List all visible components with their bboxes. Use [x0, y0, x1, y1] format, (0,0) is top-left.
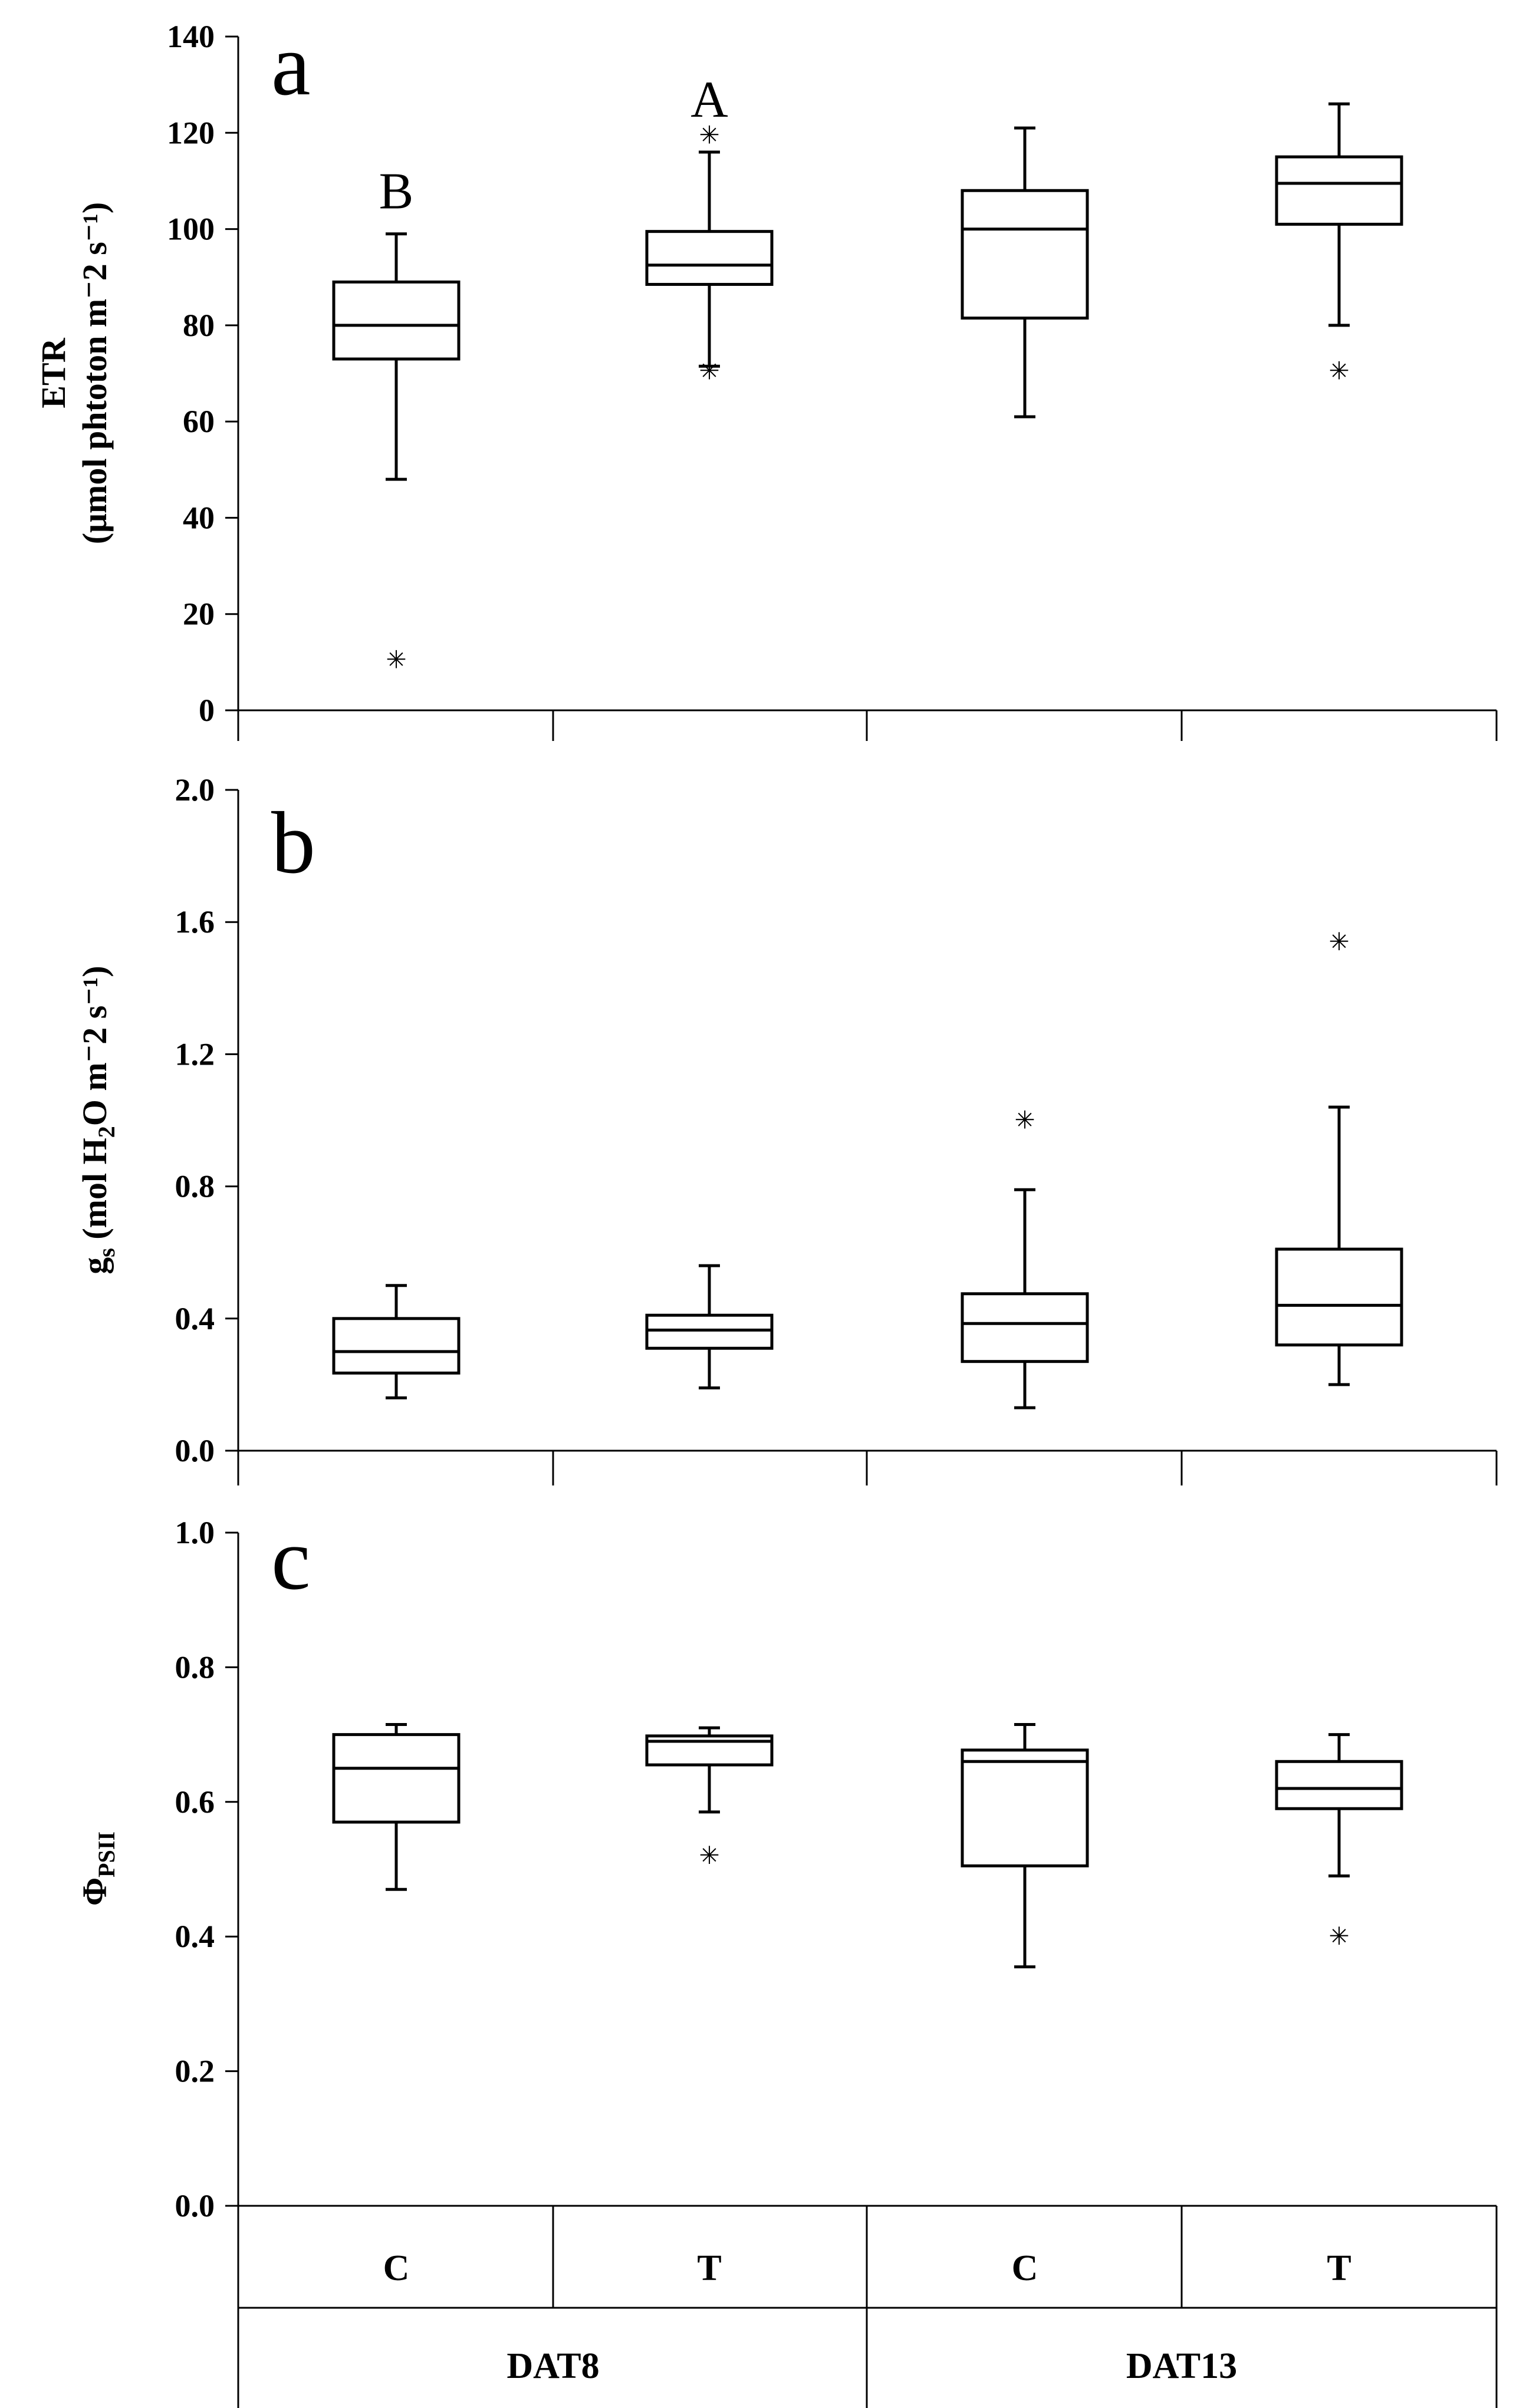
group-label-dat8: DAT8 — [507, 2346, 599, 2386]
box-dat13-c: ✳ — [961, 1106, 1089, 1409]
box-iqr — [1275, 155, 1403, 226]
outlier-point: ✳ — [1328, 927, 1349, 956]
box-dat8-t — [645, 1264, 774, 1390]
box-iqr — [961, 1748, 1089, 1867]
box-iqr — [332, 1317, 461, 1375]
box-iqr — [645, 1313, 774, 1350]
category-label: T — [1327, 2248, 1351, 2288]
outlier-point: ✳ — [386, 645, 406, 674]
y-tick-label: 20 — [183, 597, 215, 632]
outlier-point: ✳ — [699, 120, 719, 149]
box-iqr — [645, 230, 774, 286]
box-iqr — [961, 1292, 1089, 1363]
box-iqr — [332, 1733, 461, 1824]
box-dat8-c: ✳B — [332, 163, 461, 674]
y-tick-label: 0.4 — [175, 1919, 215, 1954]
y-tick-label: 80 — [183, 308, 215, 343]
significance-letter: A — [690, 71, 728, 129]
panel-label: c — [271, 1510, 311, 1608]
category-label: C — [1012, 2248, 1038, 2288]
y-axis-title-units: (μmol phtoton m⁻2 s⁻¹) — [75, 202, 114, 544]
panel-c: 0.0 0.2 0.4 0.6 0.8 1.0 c ΦPSII ✳ ✳ — [75, 1510, 1497, 2223]
panel-label: a — [271, 16, 311, 114]
outlier-point: ✳ — [1328, 356, 1349, 385]
y-tick-label: 0 — [199, 693, 215, 728]
y-tick-label: 2.0 — [175, 772, 215, 808]
box-dat13-c — [961, 126, 1089, 419]
y-axis-title: ΦPSII — [75, 1831, 120, 1906]
box-dat8-c — [332, 1722, 461, 1891]
significance-letter: B — [379, 163, 414, 220]
box-dat13-c — [961, 1722, 1089, 1969]
outlier-point: ✳ — [1328, 1922, 1349, 1951]
group-label-dat13: DAT13 — [1126, 2346, 1237, 2386]
outlier-point: ✳ — [699, 1841, 719, 1870]
box-dat13-t: ✳ — [1275, 1733, 1403, 1951]
panel-b: 0.0 0.4 0.8 1.2 1.6 2.0 b gs (mol H2O m⁻2 s⁻¹) ✳… — [75, 772, 1498, 1485]
panel-label: b — [271, 794, 315, 892]
y-tick-label: 40 — [183, 500, 215, 535]
y-tick-label: 60 — [183, 404, 215, 439]
y-tick-label: 100 — [167, 212, 215, 247]
y-tick-label: 120 — [167, 115, 215, 150]
box-dat8-c — [332, 1284, 461, 1399]
y-tick-label: 0.8 — [175, 1169, 215, 1204]
box-dat13-t: ✳ — [1275, 927, 1403, 1386]
box-iqr — [332, 280, 461, 361]
y-tick-label: 140 — [167, 19, 215, 54]
y-tick-label: 0.6 — [175, 1784, 215, 1820]
x-category-labels: C T C T DAT8 DAT13 — [383, 2248, 1351, 2386]
y-axis-title: gs (mol H2O m⁻2 s⁻¹) — [75, 966, 120, 1274]
category-label: T — [697, 2248, 721, 2288]
box-dat13-t: ✳ — [1275, 102, 1403, 385]
y-tick-label: 0.4 — [175, 1301, 215, 1336]
y-tick-label: 1.6 — [175, 904, 215, 940]
category-label: C — [383, 2248, 410, 2288]
y-tick-label: 0.2 — [175, 2054, 215, 2089]
y-tick-label: 1.0 — [175, 1515, 215, 1550]
y-tick-label: 0.0 — [175, 1433, 215, 1468]
panel-a: 0 20 40 60 80 100 120 140 a ETR (μmol phtoton m⁻2 … — [34, 16, 1498, 741]
box-dat8-t: ✳✳A — [645, 71, 774, 385]
category-table — [237, 2206, 1498, 2408]
y-tick-label: 0.8 — [175, 1649, 215, 1685]
outlier-point: ✳ — [699, 356, 719, 385]
y-tick-label: 0.0 — [175, 2188, 215, 2223]
outlier-point: ✳ — [1014, 1106, 1035, 1135]
y-tick-label: 1.2 — [175, 1036, 215, 1072]
box-iqr — [1275, 1760, 1403, 1810]
box-iqr — [961, 189, 1089, 320]
box-dat8-t: ✳ — [645, 1726, 774, 1870]
y-axis-title: ETR — [34, 337, 73, 408]
box-iqr — [1275, 1247, 1403, 1347]
